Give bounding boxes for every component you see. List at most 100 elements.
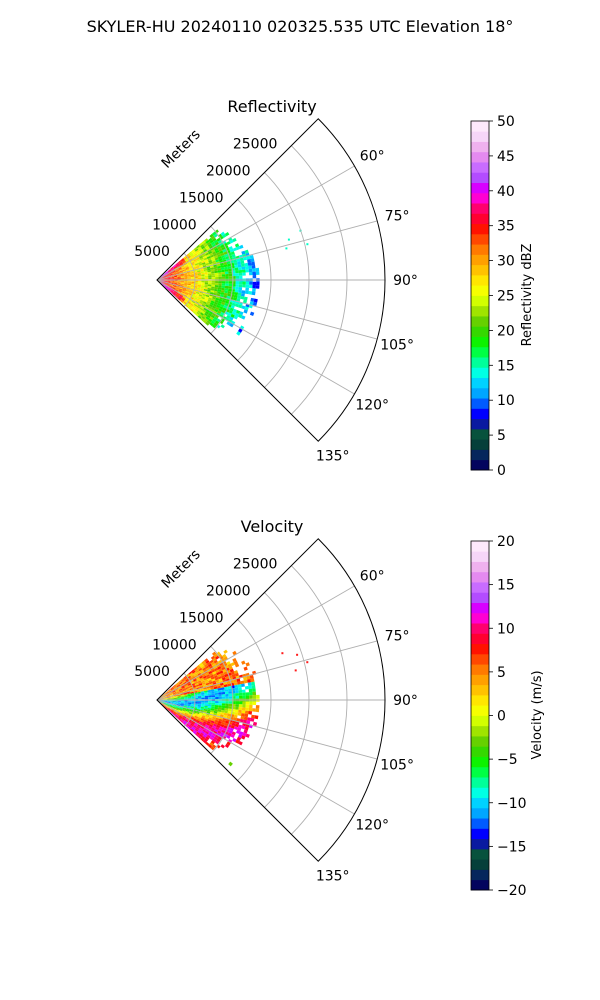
data-cell: [162, 694, 166, 697]
data-cell: [210, 247, 215, 251]
data-cell: [160, 279, 164, 280]
data-cell: [228, 761, 233, 767]
data-cell: [184, 702, 188, 704]
data-cell: [176, 272, 180, 275]
data-cell: [252, 301, 258, 306]
data-cell: [172, 707, 176, 710]
data-cell: [189, 724, 193, 728]
data-cell: [197, 246, 202, 250]
data-cell: [193, 729, 198, 733]
data-cell: [185, 291, 189, 295]
data-cell: [218, 696, 222, 699]
data-cell: [207, 269, 212, 273]
data-cell: [240, 680, 245, 685]
data-cell: [208, 681, 213, 685]
data-cell: [234, 684, 239, 688]
data-cell: [183, 715, 187, 719]
data-cell: [251, 714, 255, 719]
data-cell: [163, 282, 167, 285]
data-cell: [205, 741, 210, 746]
data-cell: [210, 269, 215, 272]
data-cell: [211, 275, 216, 278]
data-cell: [217, 690, 222, 693]
data-cell: [225, 281, 229, 284]
data-cell: [167, 698, 171, 700]
data-cell: [166, 274, 170, 277]
data-cell: [247, 682, 252, 686]
range-tick-label: 5000: [134, 244, 170, 260]
data-cell: [204, 306, 209, 310]
data-cell: [238, 304, 243, 309]
data-cell: [163, 696, 167, 698]
data-cell: [238, 314, 243, 319]
data-cell: [198, 674, 203, 678]
data-cell: [224, 253, 229, 258]
data-cell: [199, 669, 204, 673]
data-cell: [196, 298, 201, 302]
data-cell: [175, 688, 179, 691]
data-cell: [201, 730, 206, 735]
data-cell: [187, 285, 191, 288]
data-cell: [225, 276, 229, 279]
data-cell: [194, 248, 199, 252]
data-cell: [163, 698, 168, 700]
data-cell: [186, 269, 190, 272]
data-cell: [197, 693, 202, 696]
data-cell: [221, 677, 226, 681]
data-cell: [186, 706, 191, 709]
data-cell: [180, 282, 185, 284]
range-tick-label: 25000: [233, 557, 278, 573]
data-cell: [192, 306, 196, 310]
data-cell: [167, 701, 171, 703]
data-cell: [205, 682, 210, 686]
data-cell: [203, 719, 208, 723]
data-cell: [196, 258, 201, 262]
data-cell: [182, 689, 187, 692]
data-cell: [242, 695, 246, 699]
data-cell: [236, 730, 241, 734]
data-cell: [241, 660, 246, 665]
data-cell: [203, 675, 207, 679]
data-cell: [195, 733, 199, 737]
data-cell: [220, 252, 225, 257]
data-cell: [169, 271, 173, 274]
data-cell: [189, 709, 193, 712]
data-cell: [242, 732, 247, 737]
data-cell: [233, 294, 238, 299]
data-cell: [187, 692, 191, 695]
data-cell: [228, 310, 233, 314]
data-cell: [195, 711, 200, 715]
data-cell: [242, 281, 246, 285]
data-cell: [306, 243, 309, 246]
data-cell: [170, 710, 174, 714]
data-cell: [235, 275, 240, 279]
data-cell: [206, 309, 211, 313]
data-cell: [180, 703, 184, 706]
data-cell: [210, 740, 215, 745]
data-cell: [187, 693, 191, 696]
data-cell: [188, 712, 193, 715]
data-cell: [160, 701, 164, 703]
theta-tick-label: 75°: [385, 629, 410, 645]
data-cell: [215, 717, 220, 721]
data-cell: [191, 300, 196, 304]
data-cell: [217, 653, 223, 658]
data-cell: [204, 280, 209, 283]
colorbar-segment: [471, 705, 489, 716]
data-cell: [237, 295, 241, 299]
data-cell: [170, 283, 174, 286]
data-cell: [211, 678, 216, 682]
data-cell: [207, 691, 212, 694]
data-cell: [207, 307, 212, 311]
data-cell: [167, 280, 171, 282]
data-cell: [187, 697, 192, 699]
data-cell: [213, 245, 218, 250]
data-cell: [189, 672, 193, 676]
data-cell: [214, 241, 219, 246]
data-cell: [207, 704, 212, 707]
data-cell: [224, 705, 229, 709]
data-cell: [165, 285, 169, 288]
theta-tick-label: 60°: [360, 149, 385, 165]
data-cell: [173, 693, 177, 696]
data-cell: [163, 277, 168, 279]
